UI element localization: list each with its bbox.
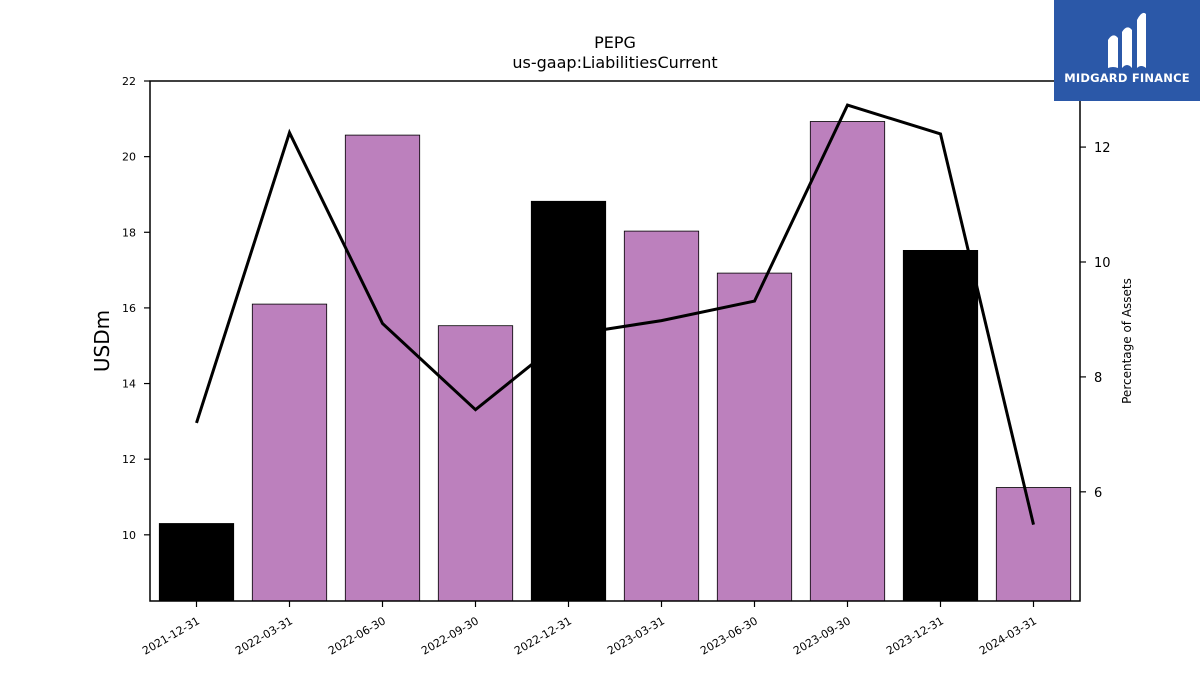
x-tick-label: 2023-06-30 [698,614,760,657]
y-tick-label: 20 [122,151,136,164]
y-axis-label-right: Percentage of Assets [1120,278,1134,404]
bars-layer [158,121,1072,602]
y-axis-right: 6 8 10 12 [1080,141,1111,501]
bar-2021-12-31 [158,523,235,602]
bar-2022-09-30 [437,325,514,602]
line-layer [195,103,1035,525]
x-axis: 2021-12-31 2022-03-31 2022-06-30 2022-09-30… [140,601,1039,658]
midgard-logo-icon [1108,12,1146,68]
bar-2022-03-31 [251,303,328,602]
chart-subtitle: us-gaap:LiabilitiesCurrent [512,53,717,72]
bar-2024-03-31 [995,487,1072,602]
x-tick-label: 2023-09-30 [791,614,853,657]
y-tick-label: 12 [122,453,136,466]
brand-logo: MIDGARD FINANCE [1054,0,1200,101]
y2-tick-label: 8 [1094,371,1102,386]
y-axis-left: 10 12 14 16 18 20 22 [122,75,150,542]
y2-tick-label: 10 [1094,256,1111,271]
y2-tick-label: 6 [1094,486,1102,501]
x-tick-label: 2023-12-31 [884,614,946,657]
x-tick-label: 2022-03-31 [233,614,295,657]
line-series [195,103,1035,525]
y-tick-label: 16 [122,302,136,315]
bar-2022-12-31 [530,200,607,602]
y-tick-label: 10 [122,529,136,542]
y-tick-label: 14 [122,378,136,391]
x-tick-label: 2023-03-31 [605,614,667,657]
x-tick-label: 2024-03-31 [977,614,1039,657]
bar-2023-06-30 [716,272,793,602]
y-axis-label-left: USDm [90,310,114,372]
bar-2023-09-30 [809,121,886,602]
plot-frame [149,80,1081,602]
chart-title: PEPG [594,33,636,52]
bar-2023-03-31 [623,230,700,602]
x-tick-label: 2022-09-30 [419,614,481,657]
x-tick-label: 2022-06-30 [326,614,388,657]
bar-2023-12-31 [902,249,979,602]
x-tick-label: 2022-12-31 [512,614,574,657]
y-tick-label: 18 [122,226,136,239]
bar-2022-06-30 [344,134,421,602]
y2-tick-label: 12 [1094,141,1111,156]
y-tick-label: 22 [122,75,136,88]
x-tick-label: 2021-12-31 [140,614,202,657]
brand-name: MIDGARD FINANCE [1064,71,1190,85]
